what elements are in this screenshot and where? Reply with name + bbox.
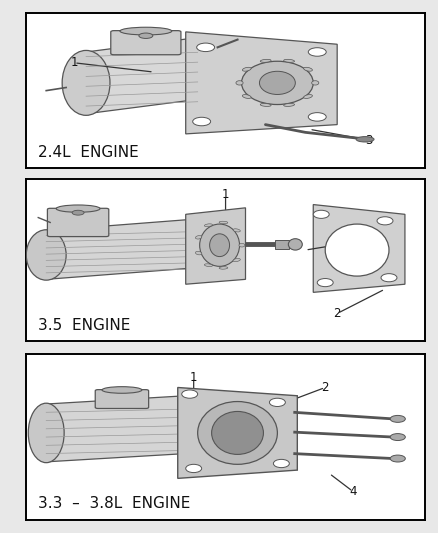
Ellipse shape [390,415,405,422]
Ellipse shape [259,71,295,94]
Ellipse shape [313,210,329,219]
Ellipse shape [390,455,405,462]
Ellipse shape [381,273,397,282]
FancyBboxPatch shape [47,208,109,237]
Text: 2: 2 [321,381,329,394]
Ellipse shape [241,61,313,104]
Ellipse shape [198,401,277,464]
Polygon shape [313,205,405,292]
Ellipse shape [56,205,100,212]
Ellipse shape [304,94,312,99]
Ellipse shape [219,221,228,224]
Ellipse shape [195,236,202,239]
Ellipse shape [120,27,172,35]
FancyBboxPatch shape [95,390,148,408]
Text: 1: 1 [222,188,230,201]
Ellipse shape [239,244,245,247]
Ellipse shape [186,464,201,473]
Ellipse shape [210,234,230,256]
Ellipse shape [284,103,294,107]
Text: 2: 2 [333,307,341,320]
Ellipse shape [269,398,286,407]
Ellipse shape [205,224,212,227]
Ellipse shape [288,239,302,250]
Ellipse shape [312,80,319,85]
Ellipse shape [308,112,326,121]
Ellipse shape [242,67,251,71]
Text: 1: 1 [190,371,198,384]
Ellipse shape [260,59,271,62]
Text: 4: 4 [350,485,357,498]
Text: 3.3  –  3.8L  ENGINE: 3.3 – 3.8L ENGINE [38,496,191,512]
Ellipse shape [212,411,263,455]
Ellipse shape [197,43,215,52]
Ellipse shape [72,210,84,215]
Polygon shape [46,395,186,462]
Ellipse shape [200,224,240,266]
Ellipse shape [182,390,198,398]
Polygon shape [186,208,245,284]
Ellipse shape [26,230,66,280]
Ellipse shape [308,48,326,56]
Ellipse shape [260,103,271,107]
Ellipse shape [219,266,228,269]
Polygon shape [178,387,297,479]
Ellipse shape [205,264,212,266]
Ellipse shape [242,94,251,99]
Ellipse shape [273,459,290,467]
Text: 1: 1 [71,56,78,69]
Ellipse shape [139,33,153,38]
Polygon shape [86,36,206,114]
Ellipse shape [193,117,211,126]
Text: 2.4L  ENGINE: 2.4L ENGINE [38,145,139,160]
Text: 3: 3 [365,134,373,147]
Polygon shape [186,32,337,134]
Ellipse shape [62,51,110,115]
Ellipse shape [236,80,243,85]
Ellipse shape [233,229,240,232]
Ellipse shape [28,403,64,463]
Ellipse shape [284,59,294,62]
FancyBboxPatch shape [276,239,290,249]
Text: 3.5  ENGINE: 3.5 ENGINE [38,318,131,333]
Ellipse shape [102,386,142,393]
Ellipse shape [233,259,240,262]
Ellipse shape [325,224,389,276]
Ellipse shape [356,136,374,142]
Polygon shape [46,219,194,279]
Text: 5: 5 [361,234,369,247]
Ellipse shape [317,279,333,287]
FancyBboxPatch shape [111,30,181,55]
Ellipse shape [377,217,393,225]
Ellipse shape [390,433,405,441]
Ellipse shape [304,67,312,71]
Ellipse shape [195,252,202,255]
